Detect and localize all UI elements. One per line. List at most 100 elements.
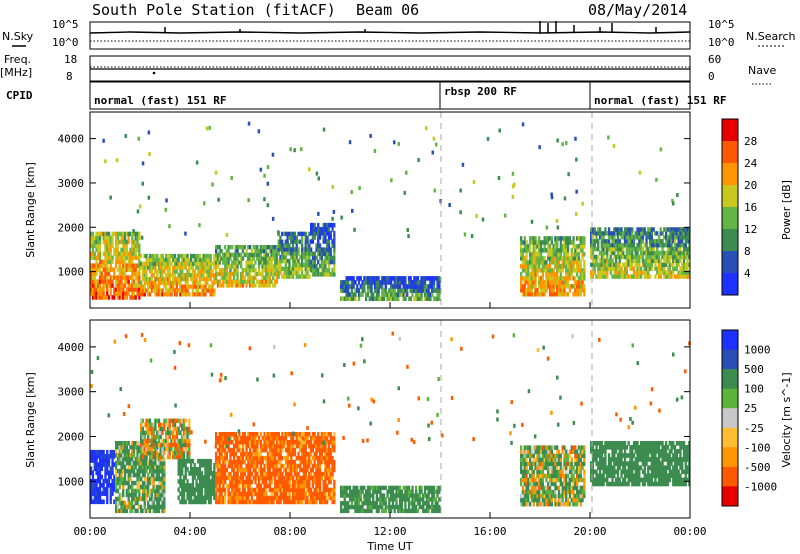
power-cell [329, 255, 332, 261]
velocity-cell [148, 430, 152, 436]
power-cell [282, 247, 286, 252]
power-cell [113, 295, 116, 300]
velocity-cell [326, 451, 329, 457]
power-cell [238, 260, 241, 265]
power-cell [191, 284, 195, 289]
power-cell [190, 284, 193, 289]
velocity-cell [220, 475, 223, 481]
power-cell [343, 280, 346, 285]
velocity-cell [216, 436, 220, 441]
power-cell [520, 252, 523, 257]
power-cell [650, 231, 653, 236]
power-cell [240, 275, 243, 280]
velocity-cell [293, 479, 297, 485]
power-cell [132, 295, 136, 300]
power-cell [91, 279, 95, 284]
power-cell [663, 254, 666, 260]
power-cell [172, 276, 175, 282]
power-cell [668, 243, 671, 248]
power-cell [168, 288, 171, 293]
power-cell [191, 273, 195, 278]
power-cell [581, 276, 584, 281]
power-cell [525, 292, 528, 297]
power-cell [620, 254, 623, 260]
power-cell [556, 292, 559, 297]
power-cell [675, 254, 678, 260]
velocity-cell [179, 450, 182, 456]
power-cell [418, 288, 421, 293]
velocity-cell [161, 504, 164, 510]
velocity-cell [258, 459, 261, 465]
power-cell [188, 265, 191, 270]
power-cell [95, 235, 98, 241]
velocity-cell [227, 483, 230, 489]
velocity-cell [122, 464, 125, 470]
velocity-cell [216, 487, 220, 493]
power-cell [98, 271, 102, 276]
velocity-cell [238, 443, 241, 449]
power-cell [581, 244, 584, 249]
velocity-cell [274, 432, 277, 437]
velocity-cell [115, 468, 118, 474]
power-cell [574, 248, 577, 253]
power-cell [193, 273, 196, 278]
power-cell [686, 231, 689, 236]
power-cell [384, 284, 387, 289]
power-cell [190, 273, 193, 278]
velocity-cell [301, 475, 304, 481]
power-cell [368, 276, 371, 281]
velocity-cell [270, 495, 273, 501]
velocity-cell [292, 495, 295, 501]
power-cell [643, 227, 646, 232]
power-cell [529, 280, 532, 285]
power-cell [672, 270, 675, 275]
power-cell [579, 280, 582, 285]
power-cell [548, 284, 552, 289]
power-cell [282, 270, 286, 275]
velocity-cell [140, 434, 143, 440]
power-cell [625, 254, 628, 260]
velocity-cell [288, 487, 291, 493]
power-cell [326, 239, 329, 244]
power-cell [527, 264, 530, 269]
power-cell [640, 227, 643, 232]
power-cell [284, 243, 287, 248]
power-cell [173, 276, 177, 282]
velocity-cell [204, 471, 207, 476]
power-cell [577, 292, 581, 297]
power-cell [286, 243, 289, 248]
velocity-cell [222, 443, 225, 449]
power-cell [598, 227, 602, 232]
power-cell [363, 288, 366, 293]
velocity-cell [138, 504, 141, 510]
power-cell [238, 279, 241, 284]
power-cell [154, 292, 157, 297]
velocity-cell [127, 476, 130, 482]
power-cell [615, 274, 618, 279]
power-cell [93, 271, 96, 276]
velocity-cell [150, 504, 153, 510]
power-cell [129, 267, 132, 272]
power-cell [602, 258, 605, 264]
power-cell [620, 246, 623, 252]
velocity-cell [258, 475, 261, 481]
velocity-cell [363, 508, 366, 514]
power-cell [407, 276, 411, 281]
velocity-cell [152, 484, 155, 490]
power-cell [672, 266, 675, 271]
power-cell [147, 276, 150, 282]
velocity-cell [141, 488, 145, 494]
velocity-cell [304, 455, 307, 461]
power-cell [527, 248, 530, 253]
power-cell [293, 266, 297, 271]
power-cell [320, 255, 323, 261]
velocity-cell [231, 491, 234, 497]
velocity-cell [317, 479, 320, 485]
power-cell [195, 265, 198, 270]
velocity-cell [152, 468, 155, 474]
power-cell [91, 247, 95, 253]
power-cell [632, 243, 636, 248]
power-cell [525, 264, 528, 269]
power-cell [556, 276, 559, 281]
